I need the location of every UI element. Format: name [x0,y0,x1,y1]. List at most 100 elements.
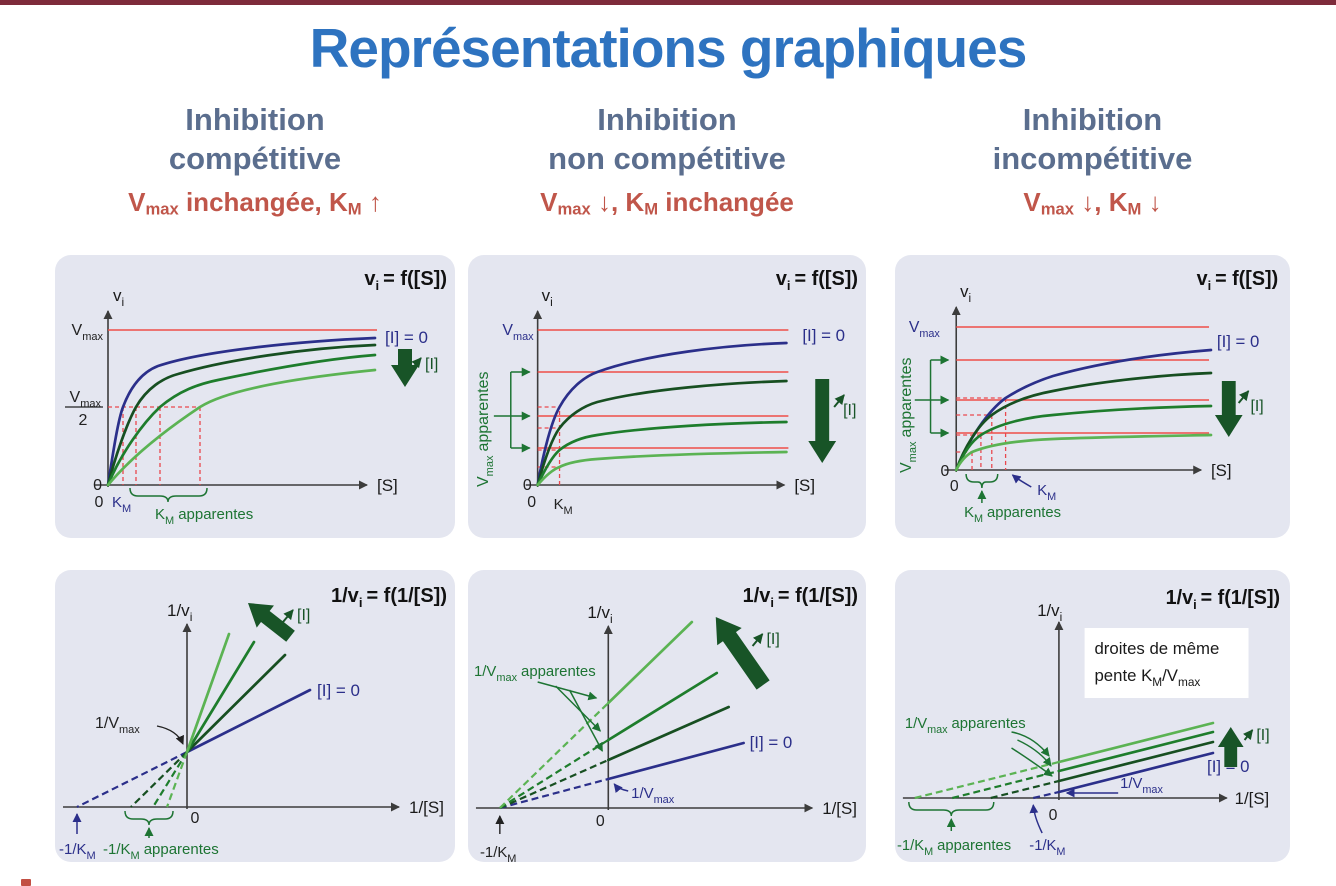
no-inhibitor-legend: [I] = 0 [1217,332,1259,351]
y-axis-label: vi [542,286,553,309]
curve-inhibitor-3 [106,368,377,487]
neg-inv-km-callout: -1/KM [480,815,516,862]
svg-text:[I]: [I] [425,356,438,373]
neg-inv-km-apparentes-label: -1/KM apparentes [897,838,1011,858]
axes: vi [S] [525,286,815,495]
curve-inhibitor-3 [954,433,1213,472]
increasing-inhibitor-arrow-icon: [I] [409,356,438,373]
vmax-label: Vmax [72,322,104,343]
heading-line: incompétitive [992,141,1193,176]
lb-dashed-extensions [499,702,610,810]
lb-lines [606,620,745,781]
half-vmax-fraction-label: Vmax 2 [65,389,103,429]
svg-text:1/Vmax: 1/Vmax [95,715,140,736]
line-inhibitor-3 [606,620,694,705]
curve-no-inhibitor [106,336,377,487]
panel-equation: vi = f([S]) [776,268,858,293]
curve-inhibitor-2 [106,353,377,487]
neg-inv-km-apparent-brace [908,801,995,817]
column-heading-uncompetitive: Inhibition incompétitive Vmax ↓, KM ↓ [895,100,1290,220]
neg-inv-km-callout: -1/KM [1029,804,1065,858]
inhibitor-direction-arrow [1214,381,1243,437]
curve-inhibitor-2 [536,420,788,487]
line-inhibitor-1 [1057,740,1215,783]
y-axis-label: vi [960,282,971,305]
origin-zero: 0 [596,813,605,830]
lb-dashed-extensions [76,751,189,808]
svg-text:1/Vmax: 1/Vmax [1120,776,1163,796]
inhibitor-direction-arrow [715,617,770,690]
curve-inhibitor-1 [536,379,788,487]
origin-zero: 0 [941,463,950,480]
increasing-inhibitor-arrow-icon: [I] [282,607,310,624]
subtitle-noncompetitive: Vmax ↓, KM inchangée [540,187,794,219]
inhibitor-direction-arrow [808,379,837,463]
line-inhibitor-3 [1057,721,1215,764]
inhibitor-direction-arrow [248,603,295,642]
top-border-bar [0,0,1336,5]
neg-inv-km-apparentes-label: -1/KM apparentes [103,841,219,862]
vmax-apparent-bracket [914,355,950,438]
panel-mm-uncompetitive: vi = f([S]) vi [S] [895,255,1290,538]
increasing-inhibitor-arrow-icon: [I] [1237,390,1264,415]
curve-inhibitor-3 [536,450,788,487]
x-axis-label: [S] [1211,461,1232,480]
x-axis-label: 1/[S] [409,798,444,817]
x-zero: 0 [950,478,959,495]
panel-equation: 1/vi = f(1/[S]) [1166,587,1280,612]
km-apparent-brace [129,487,208,503]
lb-lines [1057,721,1215,794]
svg-text:1/Vmaxapparentes: 1/Vmax apparentes [474,663,596,684]
lb-lines [185,632,312,754]
origin-zero: 0 [1049,807,1058,824]
svg-text:2: 2 [79,412,88,429]
svg-text:1/Vmax: 1/Vmax [631,785,675,806]
vmax-label: Vmax [502,322,534,343]
km-label: KM [112,494,131,515]
line-no-inhibitor [1057,751,1215,794]
panel-equation: vi = f([S]) [364,268,447,293]
line-inhibitor-3 [185,632,231,754]
line-inhibitor-2 [185,640,256,754]
heading-line: Inhibition [185,102,325,137]
x-axis-label: 1/[S] [822,799,857,818]
curve-no-inhibitor [954,348,1213,472]
svg-text:pente KM/Vmax: pente KM/Vmax [1094,666,1200,689]
panel-equation: vi = f([S]) [1197,268,1279,293]
curve-inhibitor-2 [954,404,1213,472]
heading-line: Inhibition [1022,102,1163,137]
heading-line: compétitive [168,141,342,176]
x-axis-label: [S] [377,476,398,495]
curve-no-inhibitor [536,341,788,487]
mm-curves [954,348,1213,472]
half-vmax-guides [108,406,201,485]
axes: 1/vi 1/[S] [63,601,444,817]
svg-text:1/Vmaxapparentes: 1/Vmax apparentes [905,716,1026,736]
line-inhibitor-1 [606,705,731,762]
column-heading-noncompetitive: Inhibition non compétitive Vmax ↓, KM in… [468,100,866,220]
vmax-lines [956,326,1210,434]
lb-competitive-chart: 1/vi = f(1/[S]) 1/vi 1/[S] [I] = 0 1/Vmax [59,585,447,862]
svg-text:KM: KM [1037,483,1056,503]
line-inhibitor-1 [185,653,287,754]
svg-text:-1/KM: -1/KM [480,844,516,862]
vmax-lines [537,329,789,449]
mm-noncompetitive-chart: vi = f([S]) vi [S] [475,268,858,517]
no-inhibitor-legend: [I] = 0 [317,681,360,700]
origin-zero: 0 [93,477,102,494]
y-axis-label: 1/vi [587,603,612,626]
no-inhibitor-legend: [I] = 0 [385,328,428,347]
neg-inv-km-callout: -1/KM [59,813,96,862]
inv-vmax-callout: 1/Vmax [1065,776,1163,798]
panel-mm-noncompetitive: vi = f([S]) vi [S] [468,255,866,538]
page-title: Représentations graphiques [309,17,1028,79]
km-label: KM [554,496,573,517]
svg-text:-1/KM: -1/KM [1029,838,1065,858]
mm-uncompetitive-chart: vi = f([S]) vi [S] [898,268,1279,525]
line-inhibitor-2 [606,671,719,742]
subtitle-competitive: Vmax inchangée, KM ↑ [128,187,382,219]
x-zero: 0 [95,494,104,511]
mm-competitive-chart: vi = f([S]) vi [S] Vmax Vmax [65,268,447,527]
km-apparent-brace [965,473,999,489]
no-inhibitor-legend: [I] = 0 [750,733,793,752]
